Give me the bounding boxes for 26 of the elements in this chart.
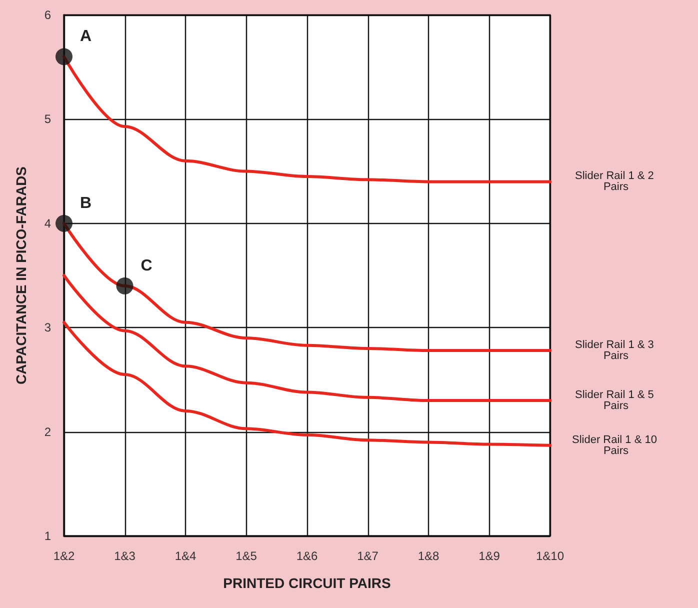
y-tick-label: 2 [44,424,52,439]
x-axis-title: PRINTED CIRCUIT PAIRS [223,575,391,591]
x-tick-label: 1&8 [418,549,440,563]
line-series [62,274,552,402]
y-tick-label: 3 [44,320,52,335]
annotation: A [80,28,92,46]
x-tick-label: 1&7 [357,549,379,563]
line-series [62,320,552,447]
annotation: C [140,257,153,274]
y-tick-label: 4 [44,216,52,230]
x-tick-label: 1&2 [53,549,75,563]
x-tick-label: 1&4 [174,549,196,563]
x-tick-label: 1&9 [478,549,500,563]
y-tick-label: 5 [44,112,52,126]
x-tick-label: 1&6 [296,549,318,563]
annotation: B [80,194,92,212]
x-tick-label: 1&5 [236,549,258,563]
y-tick-label: 6 [44,8,52,22]
x-tick-label: 1&10 [536,549,564,563]
text: Slider Rail 1 & 3 Pairs [575,339,657,362]
text: Slider Rail 1 & 5 Pairs [575,389,657,412]
y-axis-title: CAPACITANCE IN PICO-FARADS [13,166,29,385]
y-tick-label: 1 [44,529,52,543]
text: Slider Rail 1 & 2 Pairs [575,170,657,194]
x-tick-label: 1&3 [114,549,136,563]
series-label: Slider Rail 1 & 10 Pairs [572,434,660,457]
